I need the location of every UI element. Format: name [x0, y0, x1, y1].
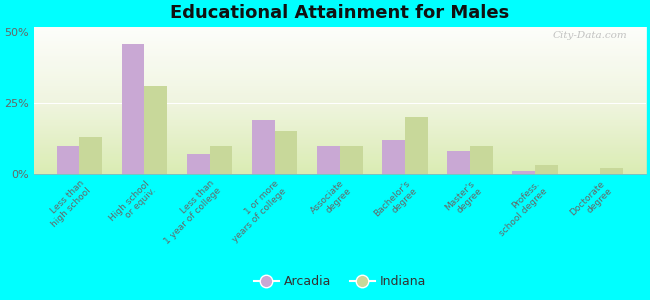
Bar — [317, 146, 340, 174]
Bar — [187, 154, 209, 174]
Legend: Arcadia, Indiana: Arcadia, Indiana — [248, 270, 431, 293]
Bar — [447, 151, 470, 174]
Bar — [275, 131, 298, 174]
Text: City-Data.com: City-Data.com — [552, 31, 627, 40]
Bar — [470, 146, 493, 174]
Bar — [209, 146, 232, 174]
Bar — [122, 44, 144, 174]
Title: Educational Attainment for Males: Educational Attainment for Males — [170, 4, 510, 22]
Bar — [340, 146, 363, 174]
Bar — [600, 168, 623, 174]
Bar — [144, 86, 167, 174]
Bar — [535, 166, 558, 174]
Bar — [512, 171, 535, 174]
Bar — [57, 146, 79, 174]
Bar — [382, 140, 405, 174]
Bar — [405, 117, 428, 174]
Bar — [79, 137, 102, 174]
Bar — [252, 120, 275, 174]
